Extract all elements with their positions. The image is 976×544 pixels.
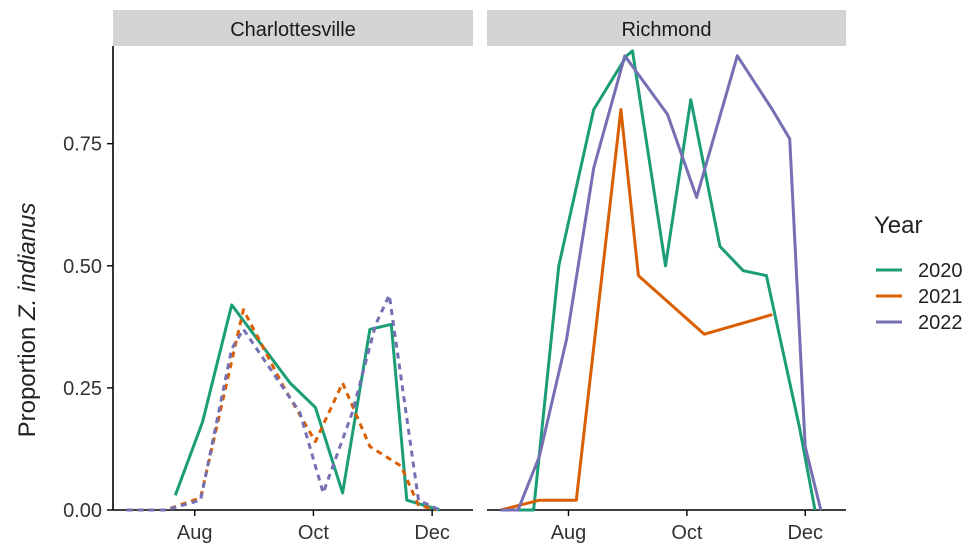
x-tick-label: Dec: [787, 522, 823, 544]
y-tick-label: 0.75: [63, 134, 102, 156]
x-tick-label: Oct: [298, 522, 330, 544]
y-tick-label: 0.50: [63, 256, 102, 278]
strip-label: Charlottesville: [230, 19, 356, 41]
legend-label: 2020: [918, 260, 963, 282]
y-axis-label: Proportion Z. indianus: [14, 203, 41, 438]
x-tick-label: Oct: [671, 522, 703, 544]
series-line-2020: [173, 303, 441, 512]
x-tick-label: Aug: [551, 522, 587, 544]
series-line-2022: [126, 293, 441, 512]
legend: Year 2020 2021 2022: [874, 212, 963, 334]
series-line-2021: [500, 108, 773, 512]
strip-background: [487, 10, 846, 46]
legend-label: 2022: [918, 312, 963, 334]
series-line-2021: [126, 308, 437, 512]
panel-0: Charlottesville 0.00 0.25 0.50 0.75 Aug Oct Dec: [63, 10, 473, 544]
panel-1: Richmond Aug Oct Dec: [487, 10, 846, 544]
y-tick-label: 0.00: [63, 500, 102, 522]
series-line-2020: [500, 49, 817, 512]
x-tick-label: Dec: [414, 522, 450, 544]
panels: Charlottesville 0.00 0.25 0.50 0.75 Aug Oct Dec…: [63, 10, 846, 544]
strip-label: Richmond: [621, 19, 711, 41]
series-line-2022: [500, 54, 823, 512]
y-tick-label: 0.25: [63, 378, 102, 400]
legend-label: 2021: [918, 286, 963, 308]
strip-background: [113, 10, 473, 46]
x-tick-label: Aug: [177, 522, 213, 544]
legend-title: Year: [874, 212, 923, 239]
